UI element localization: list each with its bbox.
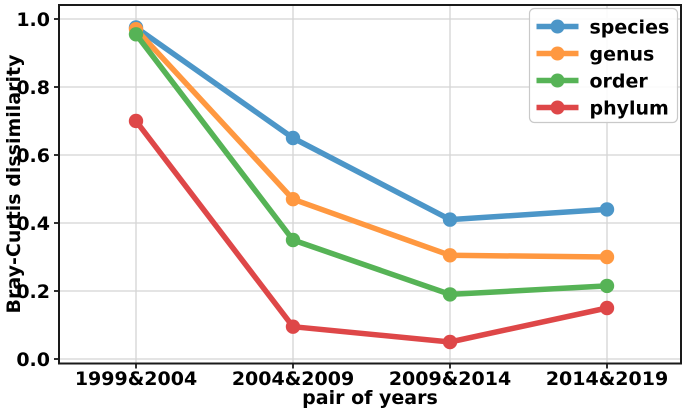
- y-tick-label: 1.0: [16, 9, 50, 31]
- series-line-order: [133, 31, 610, 298]
- data-point-order: [285, 232, 301, 248]
- x-tick-label: 1999&2004: [75, 368, 197, 390]
- data-point-phylum: [128, 113, 144, 129]
- y-tick-label: 0.4: [16, 213, 50, 235]
- y-tick-label: 0.2: [16, 281, 50, 303]
- data-series: [128, 20, 615, 350]
- y-axis-label: Bray-Curtis dissimilarity: [3, 54, 25, 314]
- legend-marker-phylum: [550, 100, 565, 115]
- x-axis-label: pair of years: [302, 387, 438, 409]
- data-point-genus: [442, 248, 458, 263]
- data-point-order: [599, 278, 615, 294]
- data-point-genus: [599, 249, 615, 265]
- legend-label-order: order: [590, 71, 649, 93]
- data-point-phylum: [285, 319, 301, 334]
- series-line-phylum: [133, 118, 610, 345]
- legend-label-phylum: phylum: [590, 98, 669, 120]
- plot-border: [58, 4, 682, 365]
- data-point-phylum: [442, 334, 458, 350]
- y-tick-label: 0.0: [16, 349, 50, 371]
- data-point-species: [599, 202, 615, 217]
- data-point-genus: [285, 192, 301, 207]
- data-point-species: [285, 130, 301, 146]
- legend-marker-order: [550, 73, 565, 88]
- legend-label-species: species: [590, 17, 670, 39]
- legend-marker-genus: [550, 46, 565, 61]
- series-line-species: [133, 24, 610, 223]
- data-point-order: [128, 27, 144, 42]
- axes-ticks: 0.0 0.2 0.4 0.6 0.8 1.0 1999&2004 2004&2009 2009…: [16, 9, 668, 390]
- legend-box: [528, 7, 679, 124]
- data-point-order: [442, 287, 458, 302]
- y-tick-label: 0.6: [16, 145, 50, 167]
- data-point-species: [442, 212, 458, 227]
- legend-label-genus: genus: [590, 44, 655, 66]
- legend: species genus order phylum: [528, 7, 679, 124]
- y-tick-label: 0.8: [16, 77, 50, 99]
- legend-marker-species: [550, 19, 565, 34]
- x-tick-label: 2014&2019: [546, 368, 668, 390]
- series-line-genus: [133, 26, 610, 260]
- x-tick-label: 2009&2014: [389, 368, 511, 390]
- x-tick-label: 2004&2009: [232, 368, 354, 390]
- data-point-phylum: [599, 300, 615, 316]
